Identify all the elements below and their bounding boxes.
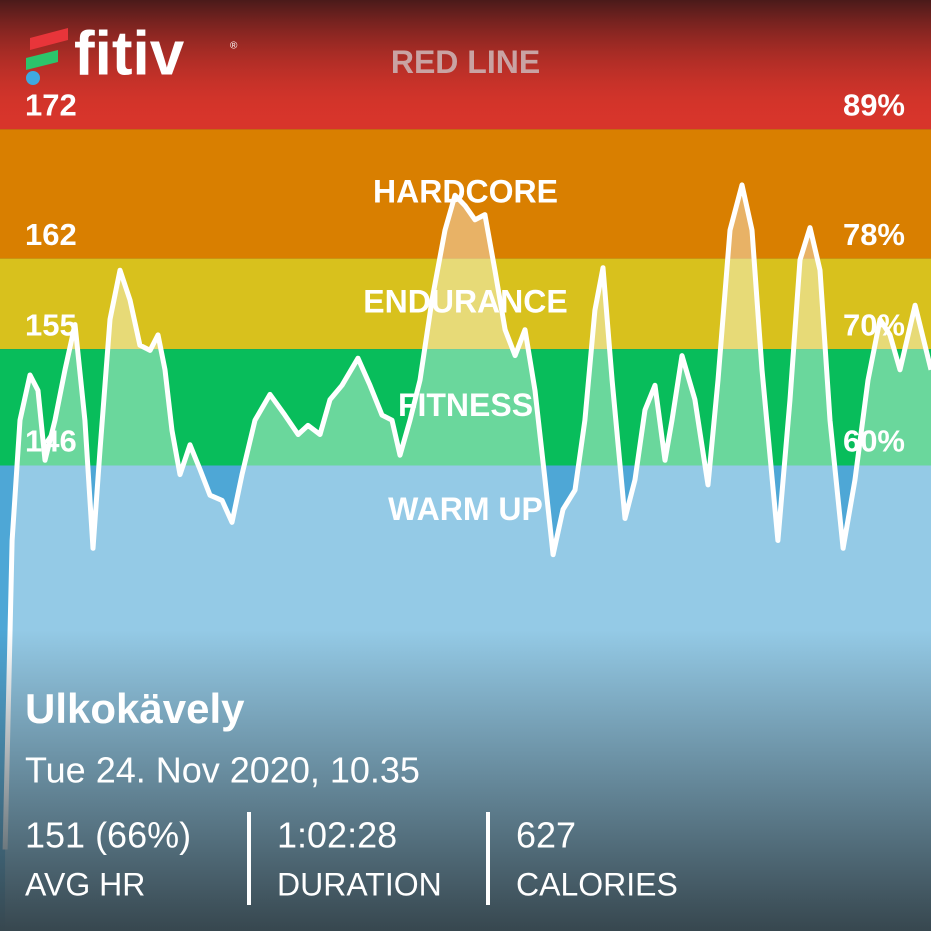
zone-bpm-label: 172 — [25, 87, 77, 122]
logo-stripe — [30, 28, 68, 50]
stat-label: CALORIES — [516, 866, 678, 902]
workout-title: Ulkokävely — [25, 685, 245, 732]
zone-bpm-label: 146 — [25, 424, 77, 459]
zone-bpm-label: 162 — [25, 217, 77, 252]
zone-percent-label: 78% — [843, 217, 905, 252]
zone-band — [0, 129, 931, 259]
zone-percent-label: 60% — [843, 424, 905, 459]
stat-value: 151 (66%) — [25, 815, 191, 856]
zone-name: FITNESS — [398, 387, 533, 423]
zone-name: RED LINE — [391, 44, 540, 80]
workout-date: Tue 24. Nov 2020, 10.35 — [25, 750, 420, 791]
stat-value: 1:02:28 — [277, 815, 397, 856]
zone-band — [0, 258, 931, 350]
zone-bpm-label: 155 — [25, 307, 77, 342]
hr-line — [2, 182, 931, 850]
logo-stripe — [26, 50, 58, 70]
logo: fitiv ® — [26, 19, 238, 88]
logo-text: fitiv — [74, 19, 185, 88]
zone-name: ENDURANCE — [363, 283, 567, 319]
header-shade — [0, 0, 931, 128]
stat-label: DURATION — [277, 866, 442, 902]
logo-mark: ® — [230, 41, 238, 52]
zone-percent-label: 89% — [843, 87, 905, 122]
zone-name: HARDCORE — [373, 173, 558, 209]
stat-value: 627 — [516, 815, 576, 856]
stat-label: AVG HR — [25, 866, 145, 902]
zone-name: WARM UP — [388, 491, 543, 527]
footer-shade — [0, 630, 931, 931]
zone-band — [0, 349, 931, 466]
zone-percent-label: 70% — [843, 307, 905, 342]
logo-dot — [26, 71, 40, 85]
